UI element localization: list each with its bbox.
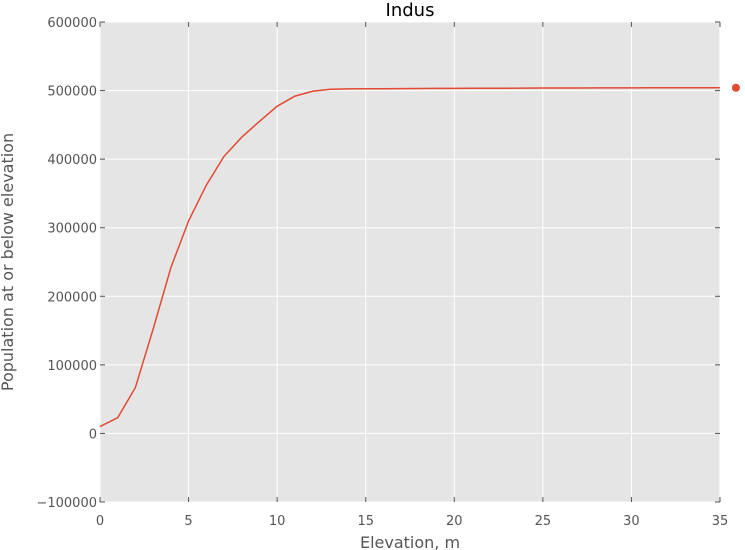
y-axis-title: Population at or below elevation	[0, 133, 17, 391]
x-axis-title: Elevation, m	[360, 533, 460, 550]
y-tick-label: 200000	[47, 290, 97, 305]
x-tick-label: 30	[623, 514, 640, 529]
axis-ticks	[99, 21, 721, 503]
y-tick-label: 0	[89, 427, 97, 442]
tick-labels: 0 5 10 15 20 25 30 35 −100000 0 100000 200000 300000…	[36, 16, 728, 529]
x-tick-label: 25	[535, 514, 552, 529]
y-tick-label: 300000	[47, 222, 97, 237]
data-point-marker	[731, 83, 740, 92]
chart-title: Indus	[386, 0, 435, 21]
x-tick-label: 0	[96, 514, 104, 529]
x-tick-label: 15	[357, 514, 374, 529]
series-layer	[99, 83, 740, 428]
x-tick-label: 20	[446, 514, 463, 529]
y-tick-label: −100000	[36, 496, 97, 511]
x-tick-label: 5	[184, 514, 192, 529]
grid	[99, 21, 721, 503]
series-line	[99, 87, 720, 428]
y-tick-label: 400000	[47, 153, 97, 168]
y-tick-label: 500000	[47, 85, 97, 100]
x-tick-label: 10	[269, 514, 286, 529]
plot-area	[100, 22, 720, 502]
y-tick-label: 600000	[47, 16, 97, 31]
y-tick-label: 100000	[47, 359, 97, 374]
x-tick-label: 35	[712, 514, 729, 529]
